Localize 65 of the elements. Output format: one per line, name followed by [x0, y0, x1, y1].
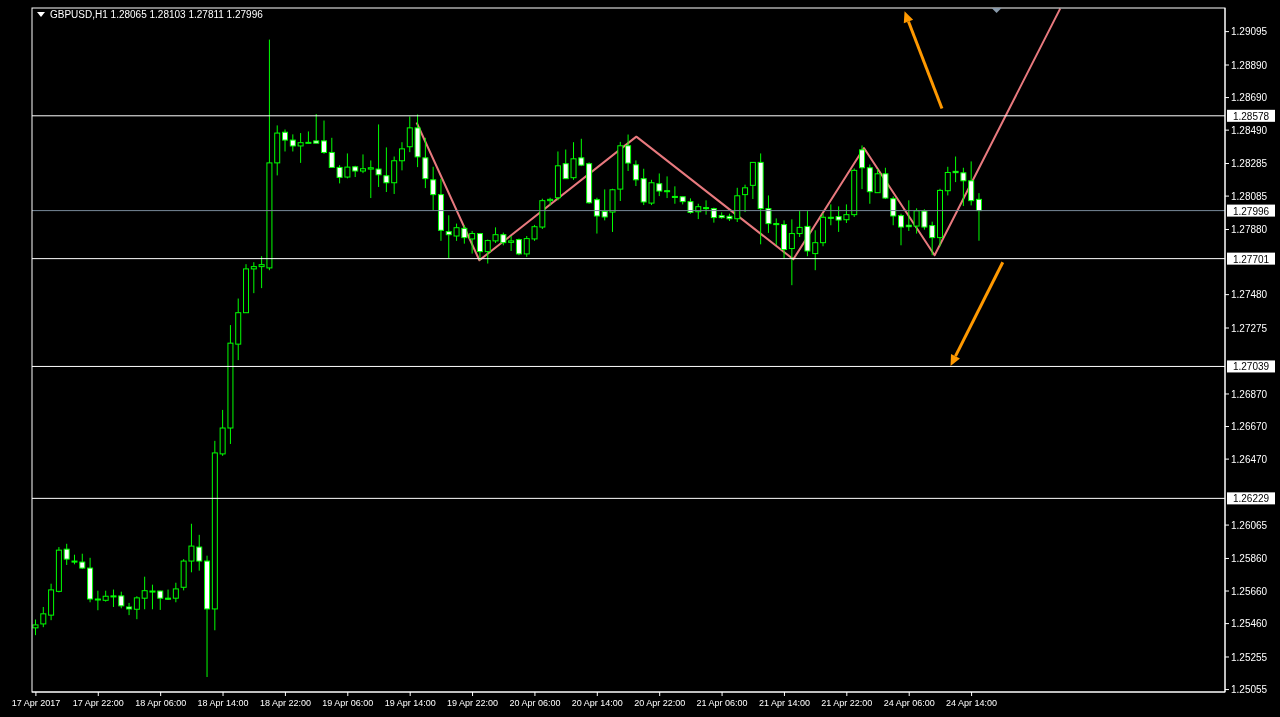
x-tick-label: 20 Apr 22:00 — [634, 698, 686, 708]
x-tick-label: 17 Apr 2017 — [11, 698, 61, 708]
y-tick-label: 1.26065 — [1231, 519, 1268, 531]
y-tick-label: 1.27880 — [1231, 224, 1268, 236]
y-tick-label: 1.28490 — [1231, 124, 1268, 136]
candlestick — [632, 159, 639, 187]
ref-line-label: 1.27039 — [1232, 361, 1270, 373]
x-tick-label: 21 Apr 22:00 — [821, 698, 873, 708]
candlestick — [671, 185, 678, 205]
candlestick — [625, 134, 632, 172]
x-tick-label: 21 Apr 06:00 — [696, 698, 748, 708]
candlestick — [898, 213, 905, 246]
y-tick-label: 1.27275 — [1231, 322, 1268, 334]
candlestick — [359, 153, 366, 174]
candlestick — [63, 543, 70, 566]
x-tick-label: 17 Apr 22:00 — [72, 698, 124, 708]
candlestick — [859, 144, 866, 190]
candlestick — [749, 161, 756, 200]
y-tick-label: 1.28285 — [1231, 158, 1268, 170]
y-tick-label: 1.26870 — [1231, 388, 1268, 400]
x-tick-label: 19 Apr 22:00 — [447, 698, 499, 708]
ref-line-label: 1.27701 — [1232, 253, 1270, 265]
x-tick-label: 20 Apr 06:00 — [509, 698, 561, 708]
candlestick — [282, 128, 289, 152]
x-tick-label: 19 Apr 14:00 — [384, 698, 436, 708]
ref-line-label: 1.27996 — [1232, 205, 1270, 217]
y-tick-label: 1.28890 — [1231, 59, 1268, 71]
candlestick — [703, 199, 710, 216]
line-series — [415, 8, 1062, 262]
candlestick — [126, 602, 133, 616]
chart-title: GBPUSD,H1 1.28065 1.28103 1.27811 1.27996 — [50, 9, 264, 20]
x-tick-label: 18 Apr 06:00 — [135, 698, 187, 708]
candlestick — [593, 197, 600, 235]
y-tick-label: 1.26470 — [1231, 453, 1268, 465]
x-tick-label: 21 Apr 14:00 — [758, 698, 810, 708]
y-tick-label: 1.28085 — [1231, 190, 1268, 202]
y-tick-label: 1.28690 — [1231, 92, 1268, 104]
candlestick — [94, 590, 101, 611]
y-tick-label: 1.25460 — [1231, 618, 1268, 630]
ref-line-label: 1.26229 — [1232, 493, 1270, 505]
candlestick — [172, 582, 179, 603]
candlestick — [547, 197, 554, 206]
x-tick-label: 24 Apr 06:00 — [883, 698, 935, 708]
candlestick — [742, 184, 749, 213]
candlestick — [664, 175, 671, 199]
ref-line-label: 1.28578 — [1232, 110, 1270, 122]
x-tick-label: 18 Apr 22:00 — [259, 698, 311, 708]
y-tick-label: 1.25255 — [1231, 651, 1268, 663]
candlestick — [321, 120, 327, 155]
candlestick — [508, 235, 515, 252]
candlestick — [133, 595, 140, 620]
candlestick — [398, 141, 405, 171]
x-tick-label: 24 Apr 14:00 — [946, 698, 998, 708]
x-tick-label: 19 Apr 06:00 — [322, 698, 374, 708]
candlestick — [430, 166, 437, 211]
candlestick — [165, 589, 172, 601]
y-tick-label: 1.25055 — [1231, 684, 1268, 696]
y-tick-label: 1.26670 — [1231, 421, 1268, 433]
x-tick-label: 20 Apr 14:00 — [571, 698, 623, 708]
y-tick-label: 1.27480 — [1231, 289, 1268, 301]
y-tick-label: 1.25660 — [1231, 585, 1268, 597]
y-tick-label: 1.29095 — [1231, 26, 1268, 38]
candlestick — [975, 192, 982, 242]
y-tick-label: 1.25860 — [1231, 553, 1268, 565]
x-tick-label: 18 Apr 14:00 — [197, 698, 249, 708]
